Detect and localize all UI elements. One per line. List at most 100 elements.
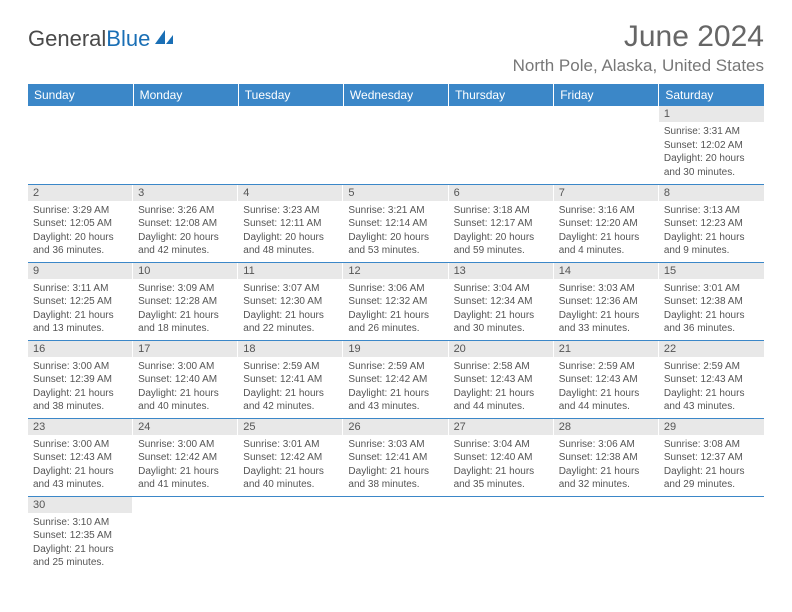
calendar-cell: 15Sunrise: 3:01 AMSunset: 12:38 AMDaylig… <box>659 262 764 340</box>
day-number: 30 <box>28 497 133 513</box>
calendar-cell: . <box>449 106 554 184</box>
calendar-cell: . <box>554 106 659 184</box>
day-number: 2 <box>28 185 133 201</box>
calendar-cell: 1Sunrise: 3:31 AMSunset: 12:02 AMDayligh… <box>659 106 764 184</box>
day-number: 28 <box>554 419 659 435</box>
col-header-saturday: Saturday <box>659 84 764 106</box>
day-number: 10 <box>133 263 238 279</box>
day-content: Sunrise: 3:00 AMSunset: 12:40 AMDaylight… <box>133 357 238 417</box>
calendar-cell: 11Sunrise: 3:07 AMSunset: 12:30 AMDaylig… <box>238 262 343 340</box>
calendar-cell: 12Sunrise: 3:06 AMSunset: 12:32 AMDaylig… <box>343 262 448 340</box>
calendar-cell: 10Sunrise: 3:09 AMSunset: 12:28 AMDaylig… <box>133 262 238 340</box>
day-number: 17 <box>133 341 238 357</box>
day-content: Sunrise: 3:29 AMSunset: 12:05 AMDaylight… <box>28 201 133 261</box>
day-content: Sunrise: 3:00 AMSunset: 12:43 AMDaylight… <box>28 435 133 495</box>
location: North Pole, Alaska, United States <box>513 56 764 76</box>
day-number: 4 <box>238 185 343 201</box>
calendar-cell: 17Sunrise: 3:00 AMSunset: 12:40 AMDaylig… <box>133 340 238 418</box>
calendar-cell: . <box>28 106 133 184</box>
day-number: 5 <box>343 185 448 201</box>
day-number: 22 <box>659 341 764 357</box>
logo-text-blue: Blue <box>106 26 150 52</box>
day-number: 6 <box>449 185 554 201</box>
calendar-cell: . <box>133 106 238 184</box>
day-content: Sunrise: 3:01 AMSunset: 12:42 AMDaylight… <box>238 435 343 495</box>
day-content: Sunrise: 2:58 AMSunset: 12:43 AMDaylight… <box>449 357 554 417</box>
calendar-cell: 18Sunrise: 2:59 AMSunset: 12:41 AMDaylig… <box>238 340 343 418</box>
day-content: Sunrise: 3:04 AMSunset: 12:40 AMDaylight… <box>449 435 554 495</box>
calendar-cell: . <box>238 106 343 184</box>
day-content: Sunrise: 2:59 AMSunset: 12:42 AMDaylight… <box>343 357 448 417</box>
day-content: Sunrise: 2:59 AMSunset: 12:41 AMDaylight… <box>238 357 343 417</box>
calendar-cell: 28Sunrise: 3:06 AMSunset: 12:38 AMDaylig… <box>554 418 659 496</box>
day-number: 18 <box>238 341 343 357</box>
day-content: Sunrise: 3:16 AMSunset: 12:20 AMDaylight… <box>554 201 659 261</box>
day-number: 15 <box>659 263 764 279</box>
day-number: 25 <box>238 419 343 435</box>
day-content: Sunrise: 3:00 AMSunset: 12:39 AMDaylight… <box>28 357 133 417</box>
day-content: Sunrise: 3:09 AMSunset: 12:28 AMDaylight… <box>133 279 238 339</box>
calendar-cell: 4Sunrise: 3:23 AMSunset: 12:11 AMDayligh… <box>238 184 343 262</box>
day-content: Sunrise: 3:21 AMSunset: 12:14 AMDaylight… <box>343 201 448 261</box>
day-number: 26 <box>343 419 448 435</box>
calendar-cell: . <box>554 496 659 574</box>
calendar-cell: 22Sunrise: 2:59 AMSunset: 12:43 AMDaylig… <box>659 340 764 418</box>
calendar-cell: 25Sunrise: 3:01 AMSunset: 12:42 AMDaylig… <box>238 418 343 496</box>
day-content: Sunrise: 3:11 AMSunset: 12:25 AMDaylight… <box>28 279 133 339</box>
day-number: 20 <box>449 341 554 357</box>
calendar-cell: 29Sunrise: 3:08 AMSunset: 12:37 AMDaylig… <box>659 418 764 496</box>
day-content: Sunrise: 3:13 AMSunset: 12:23 AMDaylight… <box>659 201 764 261</box>
title-block: June 2024 North Pole, Alaska, United Sta… <box>513 20 764 76</box>
calendar-cell: 24Sunrise: 3:00 AMSunset: 12:42 AMDaylig… <box>133 418 238 496</box>
day-content: Sunrise: 2:59 AMSunset: 12:43 AMDaylight… <box>659 357 764 417</box>
day-number: 21 <box>554 341 659 357</box>
calendar-cell: 9Sunrise: 3:11 AMSunset: 12:25 AMDayligh… <box>28 262 133 340</box>
day-content: Sunrise: 3:26 AMSunset: 12:08 AMDaylight… <box>133 201 238 261</box>
calendar-header-row: SundayMondayTuesdayWednesdayThursdayFrid… <box>28 84 764 106</box>
col-header-monday: Monday <box>133 84 238 106</box>
day-number: 13 <box>449 263 554 279</box>
day-number: 14 <box>554 263 659 279</box>
day-content: Sunrise: 3:03 AMSunset: 12:36 AMDaylight… <box>554 279 659 339</box>
calendar-cell: 5Sunrise: 3:21 AMSunset: 12:14 AMDayligh… <box>343 184 448 262</box>
col-header-sunday: Sunday <box>28 84 133 106</box>
day-content: Sunrise: 3:06 AMSunset: 12:32 AMDaylight… <box>343 279 448 339</box>
calendar-cell: 26Sunrise: 3:03 AMSunset: 12:41 AMDaylig… <box>343 418 448 496</box>
day-number: 29 <box>659 419 764 435</box>
calendar-cell: 3Sunrise: 3:26 AMSunset: 12:08 AMDayligh… <box>133 184 238 262</box>
day-number: 23 <box>28 419 133 435</box>
col-header-friday: Friday <box>554 84 659 106</box>
day-content: Sunrise: 3:03 AMSunset: 12:41 AMDaylight… <box>343 435 448 495</box>
day-number: 7 <box>554 185 659 201</box>
calendar-cell: 16Sunrise: 3:00 AMSunset: 12:39 AMDaylig… <box>28 340 133 418</box>
day-number: 1 <box>659 106 764 122</box>
calendar-cell: . <box>133 496 238 574</box>
calendar-cell: 7Sunrise: 3:16 AMSunset: 12:20 AMDayligh… <box>554 184 659 262</box>
calendar-table: SundayMondayTuesdayWednesdayThursdayFrid… <box>28 84 764 574</box>
calendar-body: ......1Sunrise: 3:31 AMSunset: 12:02 AMD… <box>28 106 764 574</box>
day-content: Sunrise: 3:10 AMSunset: 12:35 AMDaylight… <box>28 513 133 573</box>
sail-icon <box>153 26 175 52</box>
col-header-tuesday: Tuesday <box>238 84 343 106</box>
calendar-cell: . <box>343 106 448 184</box>
calendar-cell: 19Sunrise: 2:59 AMSunset: 12:42 AMDaylig… <box>343 340 448 418</box>
day-content: Sunrise: 3:01 AMSunset: 12:38 AMDaylight… <box>659 279 764 339</box>
calendar-cell: 30Sunrise: 3:10 AMSunset: 12:35 AMDaylig… <box>28 496 133 574</box>
day-number: 19 <box>343 341 448 357</box>
day-number: 24 <box>133 419 238 435</box>
calendar-cell: 20Sunrise: 2:58 AMSunset: 12:43 AMDaylig… <box>449 340 554 418</box>
day-content: Sunrise: 3:08 AMSunset: 12:37 AMDaylight… <box>659 435 764 495</box>
calendar-cell: 2Sunrise: 3:29 AMSunset: 12:05 AMDayligh… <box>28 184 133 262</box>
calendar-cell: . <box>659 496 764 574</box>
logo-text-general: General <box>28 26 106 52</box>
day-content: Sunrise: 3:00 AMSunset: 12:42 AMDaylight… <box>133 435 238 495</box>
day-number: 3 <box>133 185 238 201</box>
day-number: 11 <box>238 263 343 279</box>
day-content: Sunrise: 3:18 AMSunset: 12:17 AMDaylight… <box>449 201 554 261</box>
day-content: Sunrise: 3:31 AMSunset: 12:02 AMDaylight… <box>659 122 764 182</box>
calendar-cell: . <box>449 496 554 574</box>
day-number: 27 <box>449 419 554 435</box>
col-header-thursday: Thursday <box>449 84 554 106</box>
calendar-cell: 8Sunrise: 3:13 AMSunset: 12:23 AMDayligh… <box>659 184 764 262</box>
calendar-cell: 27Sunrise: 3:04 AMSunset: 12:40 AMDaylig… <box>449 418 554 496</box>
